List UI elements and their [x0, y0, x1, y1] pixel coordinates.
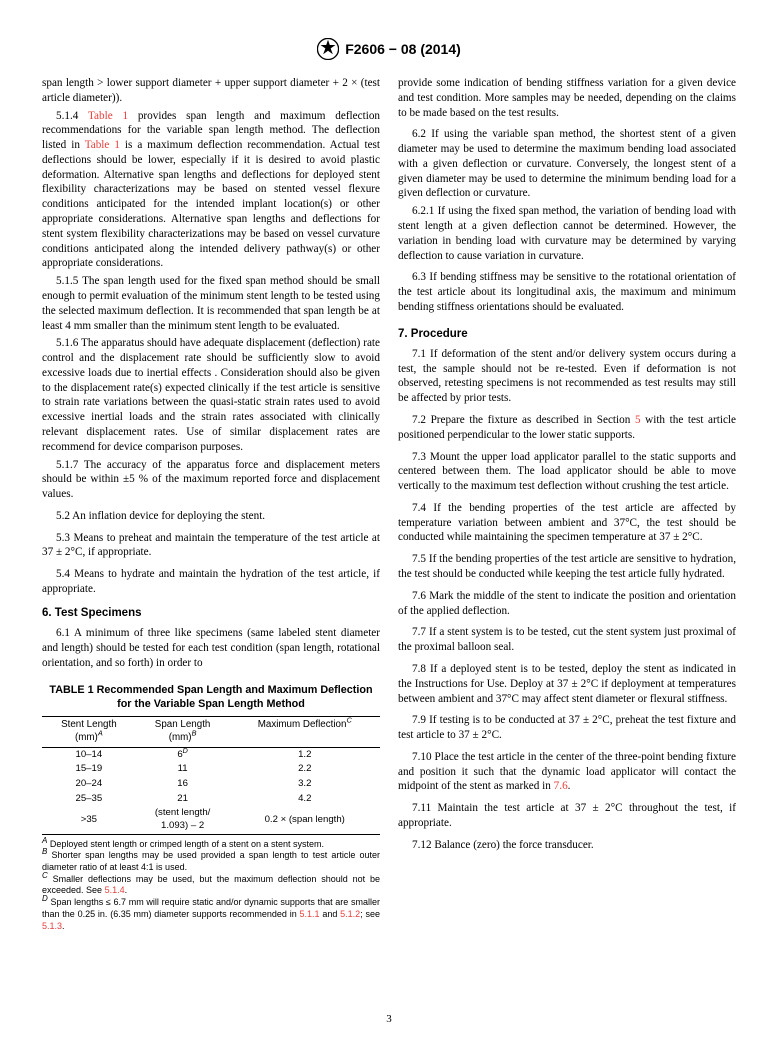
c: >35 — [42, 806, 136, 834]
two-column-layout: span length > lower support diameter + u… — [42, 76, 736, 932]
para-7-4: 7.4 If the bending properties of the tes… — [398, 501, 736, 545]
t: . — [568, 780, 571, 792]
u: (mm) — [169, 732, 192, 743]
c: (stent length/1.093) – 2 — [136, 806, 230, 834]
para-7-2: 7.2 Prepare the fixture as described in … — [398, 413, 736, 443]
c: 4.2 — [229, 792, 380, 807]
para-5-1-6: 5.1.6 The apparatus should have adequate… — [42, 336, 380, 454]
table-footnotes: A Deployed stent length or crimped lengt… — [42, 839, 380, 933]
t: Maximum Deflection — [258, 719, 347, 730]
doc-id: F2606 − 08 (2014) — [345, 40, 461, 58]
para-6-2-1: 6.2.1 If using the fixed span method, th… — [398, 204, 736, 263]
para-7-8: 7.8 If a deployed stent is to be tested,… — [398, 662, 736, 706]
para-6-3: 6.3 If bending stiffness may be sensitiv… — [398, 270, 736, 314]
page-number: 3 — [386, 1012, 392, 1027]
page-header: F2606 − 08 (2014) — [42, 38, 736, 60]
t: . — [125, 885, 128, 895]
table-row: >35(stent length/1.093) – 20.2 × (span l… — [42, 806, 380, 834]
link-514[interactable]: 5.1.4 — [105, 885, 125, 895]
c: 3.2 — [229, 777, 380, 792]
para-5-1-5: 5.1.5 The span length used for the fixed… — [42, 274, 380, 333]
th-span-length: Span Length(mm)B — [136, 716, 230, 747]
t: Span Length — [155, 719, 211, 730]
c: 11 — [136, 762, 230, 777]
cap-l2: for the Variable Span Length Method — [117, 698, 305, 710]
c: 6D — [136, 747, 230, 762]
c: 16 — [136, 777, 230, 792]
para-5-1-7: 5.1.7 The accuracy of the apparatus forc… — [42, 458, 380, 502]
link-512[interactable]: 5.1.2 — [340, 909, 360, 919]
t: . — [62, 921, 65, 931]
para-6-2: 6.2 If using the variable span method, t… — [398, 127, 736, 201]
c: 2.2 — [229, 762, 380, 777]
para-6-1: 6.1 A minimum of three like specimens (s… — [42, 626, 380, 670]
table-row: 10–146D1.2 — [42, 747, 380, 762]
link-table1[interactable]: Table 1 — [88, 110, 128, 122]
para-7-7: 7.7 If a stent system is to be tested, c… — [398, 625, 736, 655]
th-stent-length: Stent Length(mm)A — [42, 716, 136, 747]
cap-l1: TABLE 1 Recommended Span Length and Maxi… — [49, 684, 372, 696]
para-7-5: 7.5 If the bending properties of the tes… — [398, 552, 736, 582]
para-cont: span length > lower support diameter + u… — [42, 76, 380, 106]
para-7-10: 7.10 Place the test article in the cente… — [398, 750, 736, 794]
para-5-3: 5.3 Means to preheat and maintain the te… — [42, 531, 380, 561]
note-c: C Smaller deflections may be used, but t… — [42, 874, 380, 897]
c: 0.2 × (span length) — [229, 806, 380, 834]
t: Shorter span lengths may be used provide… — [42, 850, 380, 872]
t: ; see — [360, 909, 380, 919]
link-511[interactable]: 5.1.1 — [300, 909, 320, 919]
para-7-11: 7.11 Maintain the test article at 37 ± 2… — [398, 801, 736, 831]
para-5-4: 5.4 Means to hydrate and maintain the hy… — [42, 567, 380, 597]
text: is a maximum deflection recommendation. … — [42, 139, 380, 269]
section-7-head: 7. Procedure — [398, 327, 736, 342]
table-1: Stent Length(mm)A Span Length(mm)B Maxim… — [42, 716, 380, 835]
section-6-head: 6. Test Specimens — [42, 606, 380, 621]
para-6-1-cont: provide some indication of bending stiff… — [398, 76, 736, 120]
para-7-9: 7.9 If testing is to be conducted at 37 … — [398, 713, 736, 743]
t: Smaller deflections may be used, but the… — [42, 874, 380, 896]
para-7-6: 7.6 Mark the middle of the stent to indi… — [398, 589, 736, 619]
t: 7.2 Prepare the fixture as described in … — [412, 414, 635, 426]
left-column: span length > lower support diameter + u… — [42, 76, 380, 932]
para-7-1: 7.1 If deformation of the stent and/or d… — [398, 347, 736, 406]
c: 10–14 — [42, 747, 136, 762]
c: 21 — [136, 792, 230, 807]
note-a: A Deployed stent length or crimped lengt… — [42, 839, 380, 851]
v: (stent length/ — [155, 807, 210, 818]
para-7-3: 7.3 Mount the upper load applicator para… — [398, 450, 736, 494]
table-row: 15–19112.2 — [42, 762, 380, 777]
t: Deployed stent length or crimped length … — [47, 839, 324, 849]
para-5-2: 5.2 An inflation device for deploying th… — [42, 509, 380, 524]
v: 1.093) – 2 — [161, 820, 204, 831]
u: (mm) — [75, 732, 98, 743]
link-table1b[interactable]: Table 1 — [85, 139, 120, 151]
astm-logo — [317, 38, 339, 60]
note-d: D Span lengths ≤ 6.7 mm will require sta… — [42, 897, 380, 932]
th-max-defl: Maximum DeflectionC — [229, 716, 380, 747]
table-caption: TABLE 1 Recommended Span Length and Maxi… — [42, 684, 380, 712]
c: 25–35 — [42, 792, 136, 807]
para-7-12: 7.12 Balance (zero) the force transducer… — [398, 838, 736, 853]
note-b: B Shorter span lengths may be used provi… — [42, 850, 380, 873]
link-76[interactable]: 7.6 — [554, 780, 568, 792]
c: 1.2 — [229, 747, 380, 762]
c: 15–19 — [42, 762, 136, 777]
num: 5.1.4 — [56, 110, 88, 122]
right-column: provide some indication of bending stiff… — [398, 76, 736, 932]
table-row: 25–35214.2 — [42, 792, 380, 807]
link-513[interactable]: 5.1.3 — [42, 921, 62, 931]
t: and — [320, 909, 341, 919]
para-5-1-4: 5.1.4 Table 1 provides span length and m… — [42, 109, 380, 272]
t: Stent Length — [61, 719, 117, 730]
table-row: 20–24163.2 — [42, 777, 380, 792]
c: 20–24 — [42, 777, 136, 792]
